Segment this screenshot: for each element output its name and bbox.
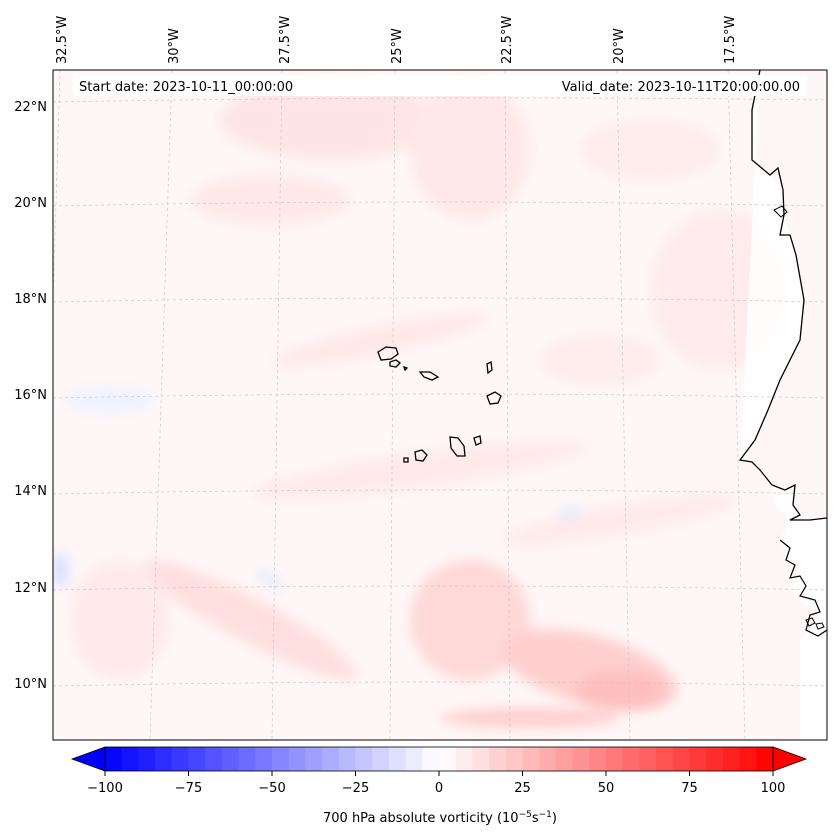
colorbar-extend-max — [772, 746, 808, 772]
colorbar-segment — [472, 747, 490, 771]
colorbar-segment — [288, 747, 306, 771]
colorbar-segment — [722, 747, 741, 771]
island-maio — [473, 435, 482, 446]
colorbar-segment — [171, 747, 189, 771]
island-santa-luzia — [402, 365, 409, 372]
colorbar-tick-label: −50 — [258, 781, 285, 796]
lon-label: 30°W — [167, 28, 182, 64]
lat-label: 10°N — [14, 677, 47, 692]
colorbar-segment — [555, 747, 574, 771]
island-santiago — [449, 436, 466, 457]
island-sao-nicolau — [418, 371, 440, 381]
colorbar-tick-label: −100 — [87, 781, 123, 796]
colorbar-segment — [355, 747, 373, 771]
lon-label: 22.5°W — [500, 16, 515, 64]
colorbar-segment — [455, 747, 473, 771]
colorbar-segment — [338, 747, 356, 771]
island-boa-vista — [486, 391, 502, 405]
valid-date: Valid_date: 2023-10-11T20:00:00.00 — [562, 80, 800, 95]
cape-verde-islands — [377, 346, 502, 463]
colorbar-segment — [606, 747, 624, 771]
island-brava — [403, 457, 409, 463]
colorbar-tick-label: 75 — [681, 781, 698, 796]
colorbar-segment — [305, 747, 323, 771]
colorbar-segment — [322, 747, 340, 771]
colorbar-segment — [255, 747, 273, 771]
lon-label: 17.5°W — [723, 16, 738, 64]
lat-label: 16°N — [14, 388, 47, 403]
lat-label: 20°N — [14, 196, 47, 211]
colorbar-tick-label: 0 — [435, 781, 443, 796]
colorbar-tick-label: −75 — [175, 781, 202, 796]
colorbar-segment — [505, 747, 523, 771]
colorbar-segment — [105, 747, 123, 771]
lat-label: 22°N — [14, 100, 47, 115]
colorbar-segment — [589, 747, 607, 771]
colorbar-segment — [405, 747, 423, 771]
colorbar-segment — [656, 747, 674, 771]
lat-label: 18°N — [14, 292, 47, 307]
lon-label: 20°W — [612, 28, 627, 64]
colorbar-segment — [439, 747, 457, 771]
colorbar-segments — [105, 747, 774, 771]
island-sao-vicente — [389, 359, 401, 368]
lon-label: 25°W — [390, 28, 405, 64]
colorbar-segment — [622, 747, 640, 771]
colorbar-segment — [489, 747, 507, 771]
colorbar-segment — [221, 747, 240, 771]
colorbar-tick-label: −25 — [342, 781, 369, 796]
lat-label: 12°N — [14, 581, 47, 596]
colorbar-segment — [639, 747, 657, 771]
colorbar-segment — [238, 747, 256, 771]
colorbar-tick-label: 25 — [514, 781, 531, 796]
island-sal — [486, 361, 493, 375]
colorbar-segment — [739, 747, 757, 771]
colorbar-segment — [572, 747, 590, 771]
start-date: Start date: 2023-10-11_00:00:00 — [79, 80, 293, 95]
colorbar-segment — [756, 747, 774, 771]
colorbar-segment — [272, 747, 290, 771]
colorbar: −100 −75 −50 −25 0 25 50 75 100 700 hPa absolute… — [70, 746, 808, 826]
colorbar-tick-label: 100 — [761, 781, 786, 796]
guinea-coastline — [779, 539, 827, 637]
colorbar-extend-min — [70, 746, 106, 772]
map-panel[interactable] — [50, 70, 827, 740]
africa-landmass — [740, 70, 827, 740]
longitude-labels: 32.5°W 30°W 27.5°W 25°W 22.5°W 20°W 17.5… — [55, 16, 738, 64]
colorbar-segment — [372, 747, 390, 771]
colorbar-segment — [138, 747, 156, 771]
lon-label: 32.5°W — [55, 16, 70, 64]
lon-label: 27.5°W — [278, 16, 293, 64]
colorbar-tick-label: 50 — [598, 781, 615, 796]
colorbar-segment — [422, 747, 440, 771]
colorbar-segment — [539, 747, 557, 771]
colorbar-segment — [706, 747, 724, 771]
colorbar-segment — [121, 747, 139, 771]
colorbar-segment — [689, 747, 707, 771]
colorbar-ticks: −100 −75 −50 −25 0 25 50 75 100 — [87, 771, 785, 796]
island-santo-antao — [377, 346, 399, 361]
africa-coastline — [738, 70, 827, 521]
colorbar-label: 700 hPa absolute vorticity (10−5s−1) — [323, 810, 557, 826]
latitude-labels: 22°N 20°N 18°N 16°N 14°N 12°N 10°N — [14, 100, 47, 692]
graticule — [53, 70, 827, 740]
header-box — [73, 75, 807, 96]
colorbar-segment — [522, 747, 540, 771]
lat-label: 14°N — [14, 484, 47, 499]
dakar-peninsula — [773, 205, 788, 218]
island-fogo — [414, 449, 428, 462]
colorbar-segment — [672, 747, 690, 771]
colorbar-segment — [205, 747, 223, 771]
map-frame — [52, 69, 828, 741]
colorbar-segment — [188, 747, 206, 771]
islands-bijagos — [805, 617, 825, 630]
colorbar-segment — [388, 747, 407, 771]
colorbar-segment — [155, 747, 173, 771]
